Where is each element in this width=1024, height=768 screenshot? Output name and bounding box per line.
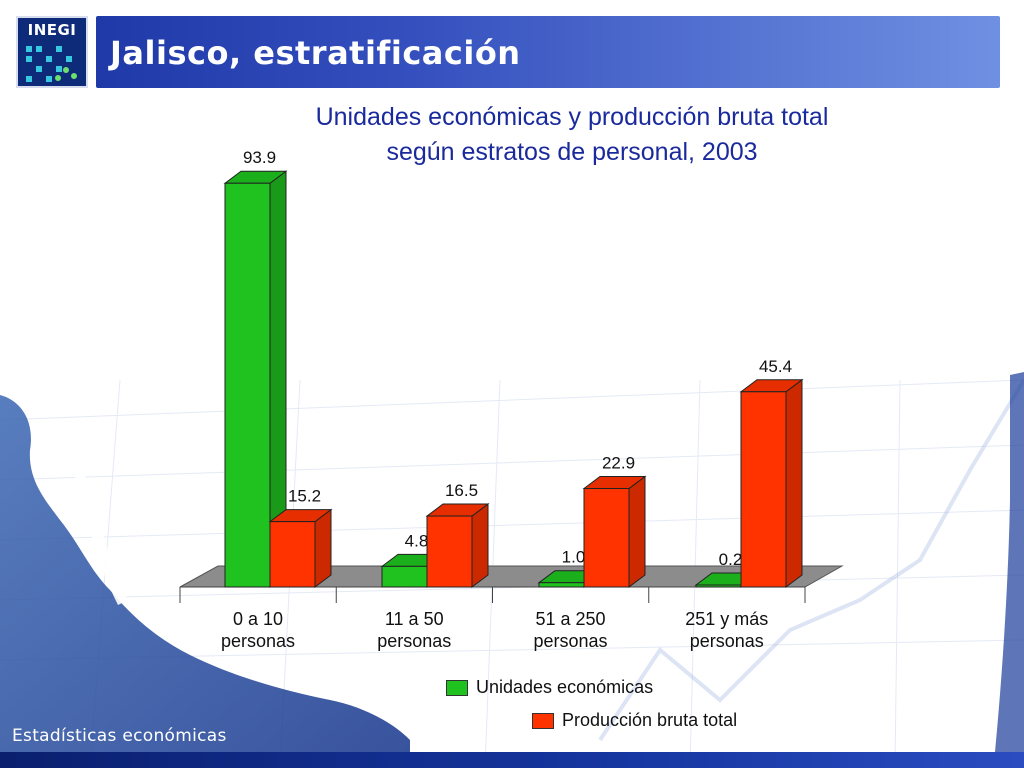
data-label: 0.2 [719,550,743,569]
chart-title: Unidades económicas y producción bruta t… [200,100,944,170]
legend-label-unidades: Unidades económicas [476,677,654,697]
logo-text: INEGI [27,21,77,39]
footer-section-label: Estadísticas económicas [12,726,227,746]
legend-label-produccion: Producción bruta total [562,710,738,730]
x-tick-label: 11 a 50 personas [339,608,489,652]
bar [224,182,271,588]
x-tick-label-line: 11 a 50 [384,609,444,629]
data-label: 1.0 [562,548,586,567]
x-tick-label-line: personas [377,631,452,651]
bar-side [785,378,803,588]
bar [583,488,630,588]
chart-title-line-1: Unidades económicas y producción bruta t… [315,103,829,131]
bar-side [314,508,332,588]
page-title: Jalisco, estratificación [110,34,521,72]
legend-item-produccion: Producción bruta total [532,710,737,731]
bar [740,391,787,588]
bar-side [471,503,489,588]
data-label: 22.9 [602,454,635,473]
bar [381,565,428,588]
x-tick-label: 51 a 250 personas [496,608,646,652]
legend-swatch-produccion [532,712,554,729]
x-tick-label-line: personas [220,631,296,651]
data-label: 15.2 [288,487,321,506]
x-tick-label-line: personas [533,631,608,651]
header-bar [96,16,1000,88]
x-tick-label-line: 51 a 250 [535,609,606,629]
legend-swatch-unidades [446,679,468,696]
bar [269,521,316,588]
x-tick-label: 251 y más personas [652,608,802,652]
data-label: 16.5 [445,481,478,500]
chart-title-line-2: según estratos de personal, 2003 [386,138,758,166]
x-tick-label: 0 a 10 personas [183,608,333,652]
logo-dots-icon [26,46,77,82]
data-label: 93.9 [243,148,276,167]
data-label: 4.8 [405,531,429,550]
bar-side [628,475,646,588]
bar [695,584,742,588]
data-label: 45.4 [759,357,792,376]
x-tick-label-line: 251 y más [685,609,769,629]
legend-item-unidades: Unidades económicas [446,677,653,698]
bar [426,515,473,588]
bar [538,582,585,588]
x-tick-label-line: personas [689,631,764,651]
inegi-logo: INEGI [16,16,88,88]
footer-strip [0,752,1024,768]
x-tick-label-line: 0 a 10 [232,609,284,629]
